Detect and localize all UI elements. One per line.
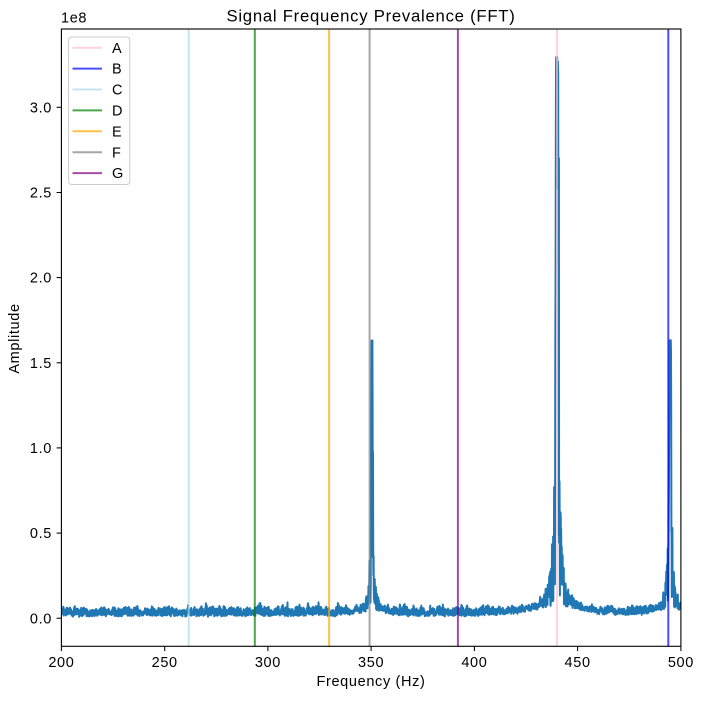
svg-text:500: 500 [668, 655, 694, 671]
svg-text:400: 400 [461, 655, 487, 671]
svg-text:2.0: 2.0 [30, 271, 52, 287]
svg-text:0.0: 0.0 [30, 611, 52, 627]
svg-text:Amplitude: Amplitude [7, 303, 23, 373]
svg-text:3.0: 3.0 [30, 100, 52, 116]
svg-text:B: B [112, 62, 122, 78]
svg-text:200: 200 [48, 655, 74, 671]
svg-text:D: D [112, 104, 123, 120]
svg-text:250: 250 [152, 655, 178, 671]
svg-text:1.0: 1.0 [30, 441, 52, 457]
svg-text:0.5: 0.5 [30, 526, 52, 542]
svg-text:1e8: 1e8 [61, 11, 87, 27]
svg-text:1.5: 1.5 [30, 356, 52, 372]
svg-text:A: A [112, 41, 122, 57]
svg-text:300: 300 [255, 655, 281, 671]
svg-text:E: E [112, 124, 122, 140]
svg-text:F: F [112, 145, 122, 161]
svg-text:Signal Frequency Prevalence (F: Signal Frequency Prevalence (FFT) [226, 7, 515, 26]
svg-text:Frequency (Hz): Frequency (Hz) [316, 674, 425, 690]
svg-text:450: 450 [565, 655, 591, 671]
svg-text:C: C [112, 83, 123, 99]
svg-text:G: G [112, 166, 124, 182]
svg-text:350: 350 [358, 655, 384, 671]
svg-text:2.5: 2.5 [30, 186, 52, 202]
